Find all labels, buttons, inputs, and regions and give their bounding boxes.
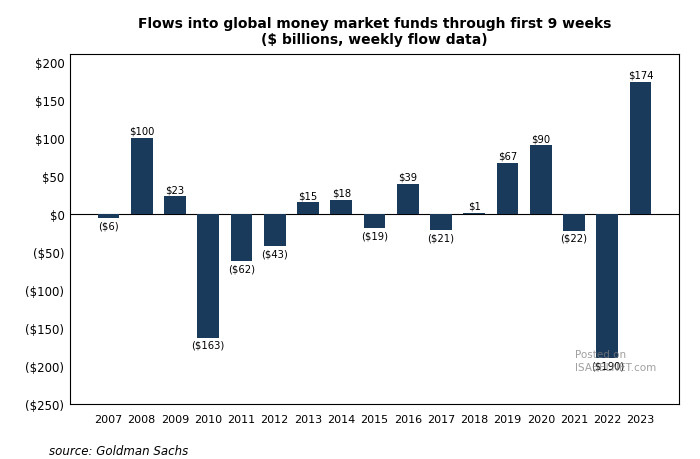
Bar [330,201,352,214]
Bar [564,214,584,231]
Text: $90: $90 [531,134,550,144]
Bar [264,214,286,247]
Bar [430,214,452,230]
Text: ($190): ($190) [591,361,624,371]
Bar [298,203,318,214]
Text: $18: $18 [332,189,351,198]
Bar [164,197,186,214]
Text: ($21): ($21) [428,233,454,242]
Bar [463,213,485,214]
Text: ($62): ($62) [228,263,255,274]
Bar [630,82,651,214]
Text: $67: $67 [498,151,517,161]
Text: source: Goldman Sachs: source: Goldman Sachs [49,444,188,458]
Bar [497,163,518,214]
Bar [98,214,119,219]
Text: ($19): ($19) [361,231,388,241]
Text: $174: $174 [628,70,653,80]
Text: $39: $39 [398,173,417,183]
Bar [231,214,252,261]
Text: $1: $1 [468,202,481,211]
Bar [364,214,385,229]
Text: $23: $23 [165,185,185,195]
Text: $100: $100 [129,126,155,136]
Bar [530,146,552,214]
Bar [397,185,419,214]
Title: Flows into global money market funds through first 9 weeks
($ billions, weekly f: Flows into global money market funds thr… [138,17,611,47]
Bar [197,214,219,338]
Text: ($43): ($43) [261,249,288,259]
Text: ($22): ($22) [561,233,587,243]
Text: Posted on
ISABELNET.com: Posted on ISABELNET.com [575,349,657,373]
Bar [131,139,153,214]
Text: ($6): ($6) [98,221,119,231]
Bar [596,214,618,358]
Text: $15: $15 [298,190,318,201]
Text: ($163): ($163) [192,340,225,350]
